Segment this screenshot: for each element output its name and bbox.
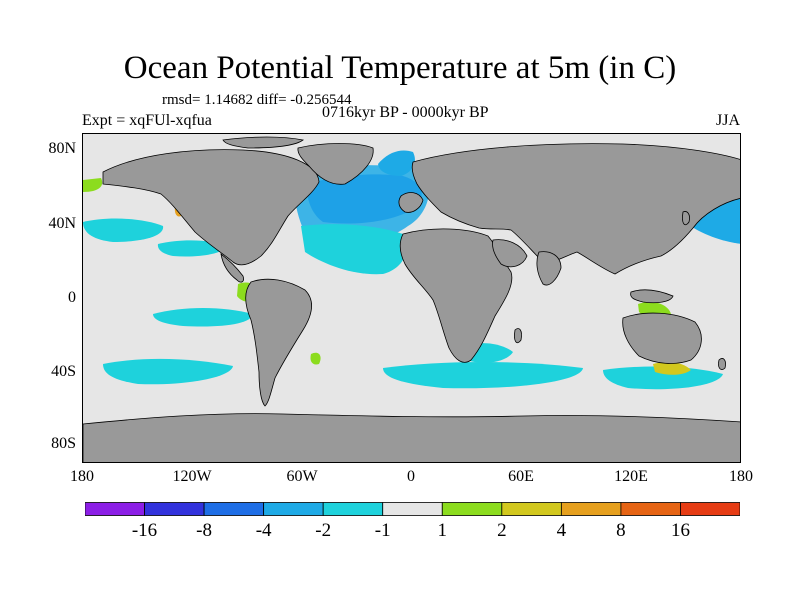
land-greenland xyxy=(297,143,374,185)
anomaly-equatorial-pacific xyxy=(153,308,253,327)
land-africa xyxy=(399,228,513,363)
season-label: JJA xyxy=(715,112,740,129)
world-map xyxy=(83,134,740,462)
lat-tick-label: 40S xyxy=(51,363,76,380)
land-antarctica xyxy=(83,413,740,462)
lon-tick-label: 60W xyxy=(286,468,318,485)
anomaly-north-pacific-west xyxy=(83,218,164,242)
land-south-america xyxy=(245,278,312,407)
anomaly-atlantic-subtropic xyxy=(301,224,407,275)
anomaly-alaska-warm xyxy=(83,178,103,192)
land-eurasia xyxy=(411,143,740,275)
lon-tick-label: 180 xyxy=(729,468,753,485)
land-japan xyxy=(682,211,690,226)
land-north-america xyxy=(102,149,320,266)
lon-tick-label: 0 xyxy=(407,468,415,485)
colorbar-tick-label: 16 xyxy=(670,520,690,541)
colorbar-swatch xyxy=(620,502,681,516)
lat-tick-label: 40N xyxy=(48,215,76,232)
colorbar-swatch xyxy=(322,502,384,516)
lon-tick-label: 120W xyxy=(172,468,212,485)
colorbar-tick-label: 8 xyxy=(616,520,626,541)
colorbar-swatch xyxy=(263,502,324,516)
colorbar-swatch xyxy=(203,502,265,516)
anomaly-australia-south-warm xyxy=(653,362,691,375)
colorbar-swatch xyxy=(441,502,503,516)
land-europe-west xyxy=(398,192,424,213)
colorbar-swatch xyxy=(501,502,562,516)
colorbar-swatch xyxy=(680,502,740,516)
map-title: Ocean Potential Temperature at 5m (in C) xyxy=(123,50,677,86)
colorbar-tick-label: 2 xyxy=(497,520,507,541)
anomaly-south-pacific-east xyxy=(603,366,723,390)
colorbar-tick-label: -1 xyxy=(374,520,391,541)
colorbar-tick-label: -4 xyxy=(255,520,272,541)
map-panel xyxy=(82,133,741,463)
stats-text: rmsd= 1.14682 diff= -0.256544 xyxy=(162,92,352,108)
anomaly-southern-ocean-east xyxy=(383,362,583,389)
land-australia xyxy=(622,312,702,364)
colorbar-swatch xyxy=(560,502,622,516)
colorbar-swatch xyxy=(144,502,205,516)
colorbar-tick-label: 1 xyxy=(437,520,448,541)
colorbar xyxy=(85,502,740,516)
colorbar-tick-label: -16 xyxy=(131,520,158,541)
land-new-zealand xyxy=(718,358,726,370)
land-india xyxy=(536,251,562,286)
colorbar-swatch xyxy=(382,502,443,516)
colorbar-tick-label: 4 xyxy=(556,520,567,541)
land-indonesia xyxy=(630,289,674,304)
lat-tick-label: 80S xyxy=(51,435,76,452)
anomaly-brazil-warm xyxy=(310,352,321,365)
lon-tick-label: 180 xyxy=(70,468,94,485)
land-arctic-islands xyxy=(222,136,304,149)
lon-tick-label: 60E xyxy=(508,468,534,485)
lat-tick-label: 80N xyxy=(48,140,76,157)
colorbar-swatch xyxy=(85,502,145,516)
anomaly-greenland-sea xyxy=(378,150,415,176)
colorbar-tick-label: -8 xyxy=(196,520,212,541)
land-arabia xyxy=(492,239,528,268)
land-central-america xyxy=(220,253,244,283)
anomaly-southern-ocean-west xyxy=(103,358,233,385)
land-masses xyxy=(83,136,740,462)
land-madagascar xyxy=(514,328,522,344)
period-label: 0716kyr BP - 0000kyr BP xyxy=(322,104,489,121)
lat-tick-label: 0 xyxy=(68,289,76,306)
lon-tick-label: 120E xyxy=(614,468,648,485)
colorbar-tick-label: -2 xyxy=(315,520,332,541)
experiment-label: Expt = xqFUl-xqfua xyxy=(82,112,212,129)
